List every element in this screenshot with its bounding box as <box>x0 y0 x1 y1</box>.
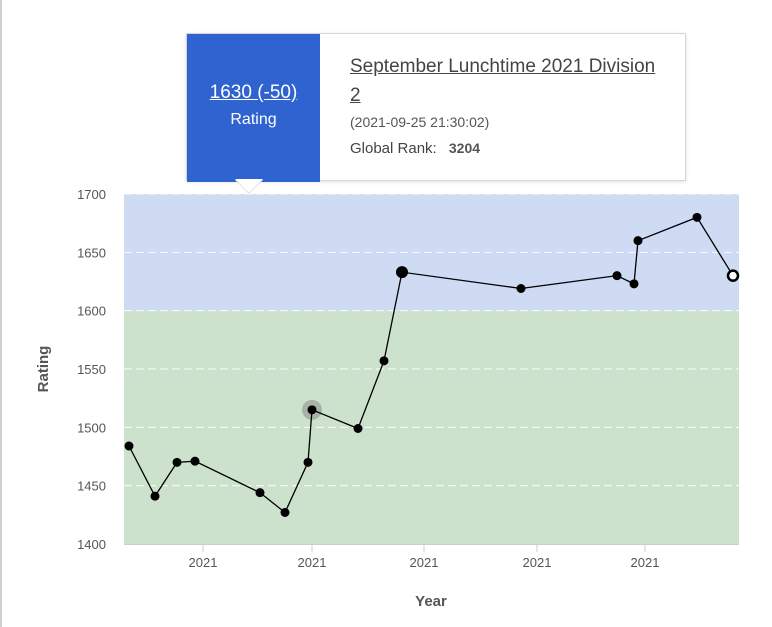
x-tick-label: 2021 <box>523 555 552 570</box>
y-tick-label: 1450 <box>77 479 106 494</box>
data-point <box>150 491 160 501</box>
y-tick-label: 1400 <box>77 537 106 552</box>
y-tick-label: 1700 <box>77 187 106 202</box>
y-tick-label: 1600 <box>77 304 106 319</box>
global-rank-label: Global Rank: <box>350 140 437 157</box>
tooltip: 1630 (-50) Rating September Lunchtime 20… <box>186 33 686 182</box>
tooltip-global-rank: Global Rank: 3204 <box>350 140 670 157</box>
data-point <box>190 456 200 466</box>
global-rank-value: 3204 <box>448 140 481 156</box>
data-point <box>516 284 526 293</box>
data-point <box>172 457 182 467</box>
data-point-selected <box>726 269 740 282</box>
data-point <box>255 488 265 498</box>
data-point <box>353 424 363 433</box>
data-point <box>692 212 702 222</box>
data-point <box>124 441 134 451</box>
x-tick-label: 2021 <box>631 555 660 570</box>
data-point <box>307 405 317 415</box>
tooltip-rating-label: Rating <box>230 111 277 128</box>
y-tick-label: 1500 <box>77 420 106 435</box>
tooltip-details: September Lunchtime 2021 Division 2 (202… <box>350 52 670 157</box>
data-point <box>303 457 313 467</box>
tooltip-contest-link[interactable]: September Lunchtime 2021 Division 2 <box>350 56 656 106</box>
data-point <box>612 271 622 281</box>
data-point <box>396 266 408 279</box>
tooltip-rating-panel: 1630 (-50) Rating <box>187 34 320 182</box>
x-tick-label: 2021 <box>189 555 218 570</box>
x-tick-label: 2021 <box>410 555 439 570</box>
y-tick-label: 1550 <box>77 362 106 377</box>
tooltip-arrow <box>235 179 263 193</box>
data-point <box>379 356 389 366</box>
tooltip-rating-value[interactable]: 1630 (-50) <box>209 82 298 103</box>
data-point <box>629 279 639 289</box>
x-axis-title: Year <box>415 593 447 610</box>
data-point <box>280 508 290 517</box>
data-point <box>633 236 643 246</box>
y-tick-label: 1650 <box>77 245 106 260</box>
left-border <box>0 0 2 627</box>
tooltip-contest-date: (2021-09-25 21:30:02) <box>350 114 490 130</box>
y-axis-title: Rating <box>35 346 52 393</box>
x-tick-label: 2021 <box>298 555 327 570</box>
